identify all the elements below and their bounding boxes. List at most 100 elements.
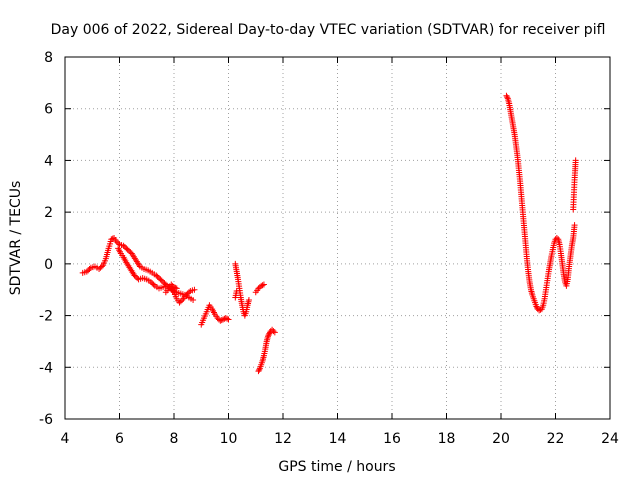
- data-point: [225, 316, 232, 323]
- data-point: [157, 276, 164, 283]
- data-point: [218, 317, 225, 324]
- y-tick-label: 6: [44, 102, 53, 118]
- data-point: [553, 235, 560, 241]
- data-point: [171, 284, 177, 291]
- data-point: [233, 288, 240, 295]
- series-arc-7: [255, 326, 278, 375]
- data-point: [503, 92, 510, 99]
- y-tick-label: -4: [39, 360, 53, 376]
- data-point: [126, 247, 133, 254]
- data-point: [255, 368, 262, 375]
- y-axis-label: SDTVAR / TECUs: [8, 181, 24, 296]
- data-point: [536, 307, 543, 314]
- data-point: [270, 328, 277, 335]
- data-point: [115, 240, 122, 247]
- data-point: [572, 157, 579, 164]
- chart-title: Day 006 of 2022, Sidereal Day-to-day VTE…: [51, 22, 606, 38]
- data-point: [185, 289, 192, 296]
- y-tick-label: 8: [44, 50, 53, 66]
- data-point: [190, 297, 197, 304]
- x-tick-label: 8: [170, 431, 179, 447]
- data-point: [220, 316, 227, 323]
- series-arc-1: [79, 235, 197, 304]
- data-point: [134, 275, 141, 282]
- data-point: [85, 267, 92, 274]
- data-point: [222, 315, 229, 322]
- x-tick-label: 20: [492, 431, 510, 447]
- data-point: [177, 298, 184, 305]
- data-points: [79, 92, 579, 375]
- series-arc-4: [198, 302, 232, 328]
- data-point: [121, 244, 128, 251]
- data-point: [183, 291, 190, 298]
- data-point: [533, 303, 540, 310]
- data-point: [149, 280, 156, 287]
- data-point: [191, 286, 198, 293]
- x-tick-label: 24: [601, 431, 619, 447]
- data-point: [154, 273, 161, 280]
- data-point: [256, 366, 263, 373]
- data-point: [176, 299, 183, 306]
- x-tick-label: 6: [115, 431, 124, 447]
- data-point: [172, 284, 179, 291]
- y-tick-label: 0: [44, 257, 53, 273]
- y-tick-label: 4: [44, 153, 53, 169]
- data-point: [271, 329, 278, 336]
- data-point: [158, 277, 165, 284]
- x-tick-label: 16: [383, 431, 401, 447]
- data-point: [214, 315, 221, 322]
- y-tick-label: -2: [39, 309, 53, 325]
- data-point: [153, 272, 160, 279]
- data-point: [86, 266, 93, 273]
- data-point: [217, 317, 224, 324]
- plot-frame: [64, 56, 611, 420]
- series-arc-5: [232, 260, 252, 319]
- x-tick-label: 18: [438, 431, 456, 447]
- data-point: [258, 282, 265, 289]
- data-point: [266, 330, 273, 337]
- y-tick-label: -6: [39, 412, 53, 428]
- series-arc-6: [232, 288, 240, 301]
- data-point: [161, 280, 168, 287]
- data-point: [109, 235, 116, 242]
- data-point: [123, 245, 130, 252]
- data-point: [245, 297, 252, 304]
- data-point: [124, 246, 131, 253]
- data-point: [265, 333, 272, 340]
- x-tick-label: 22: [547, 431, 565, 447]
- series-arc-8: [252, 281, 267, 296]
- data-point: [184, 290, 191, 297]
- data-point: [97, 264, 104, 271]
- x-tick-label: 4: [61, 431, 70, 447]
- grid-lines: [65, 57, 610, 419]
- x-tick-label: 12: [274, 431, 292, 447]
- data-point: [168, 281, 175, 288]
- data-point: [98, 263, 105, 270]
- data-point: [108, 236, 115, 243]
- series-arc-3: [162, 281, 180, 296]
- data-point: [160, 278, 167, 285]
- data-point: [260, 281, 267, 288]
- series-arc-9: [503, 92, 578, 314]
- data-point: [173, 285, 180, 292]
- data-point: [83, 268, 90, 275]
- x-tick-label: 14: [329, 431, 347, 447]
- series-arc-10: [570, 157, 579, 213]
- data-point: [269, 326, 276, 333]
- data-point: [224, 315, 231, 322]
- data-point: [255, 285, 262, 292]
- data-point: [156, 275, 163, 282]
- data-point: [504, 94, 511, 101]
- series-arc-2: [115, 245, 198, 306]
- x-axis-label: GPS time / hours: [278, 459, 395, 475]
- data-point: [150, 281, 157, 288]
- data-point: [571, 222, 578, 229]
- data-point: [259, 282, 266, 289]
- data-point: [265, 331, 272, 338]
- data-point: [113, 238, 120, 245]
- data-point: [147, 278, 154, 285]
- y-tick-label: 2: [44, 205, 53, 221]
- x-tick-label: 10: [220, 431, 238, 447]
